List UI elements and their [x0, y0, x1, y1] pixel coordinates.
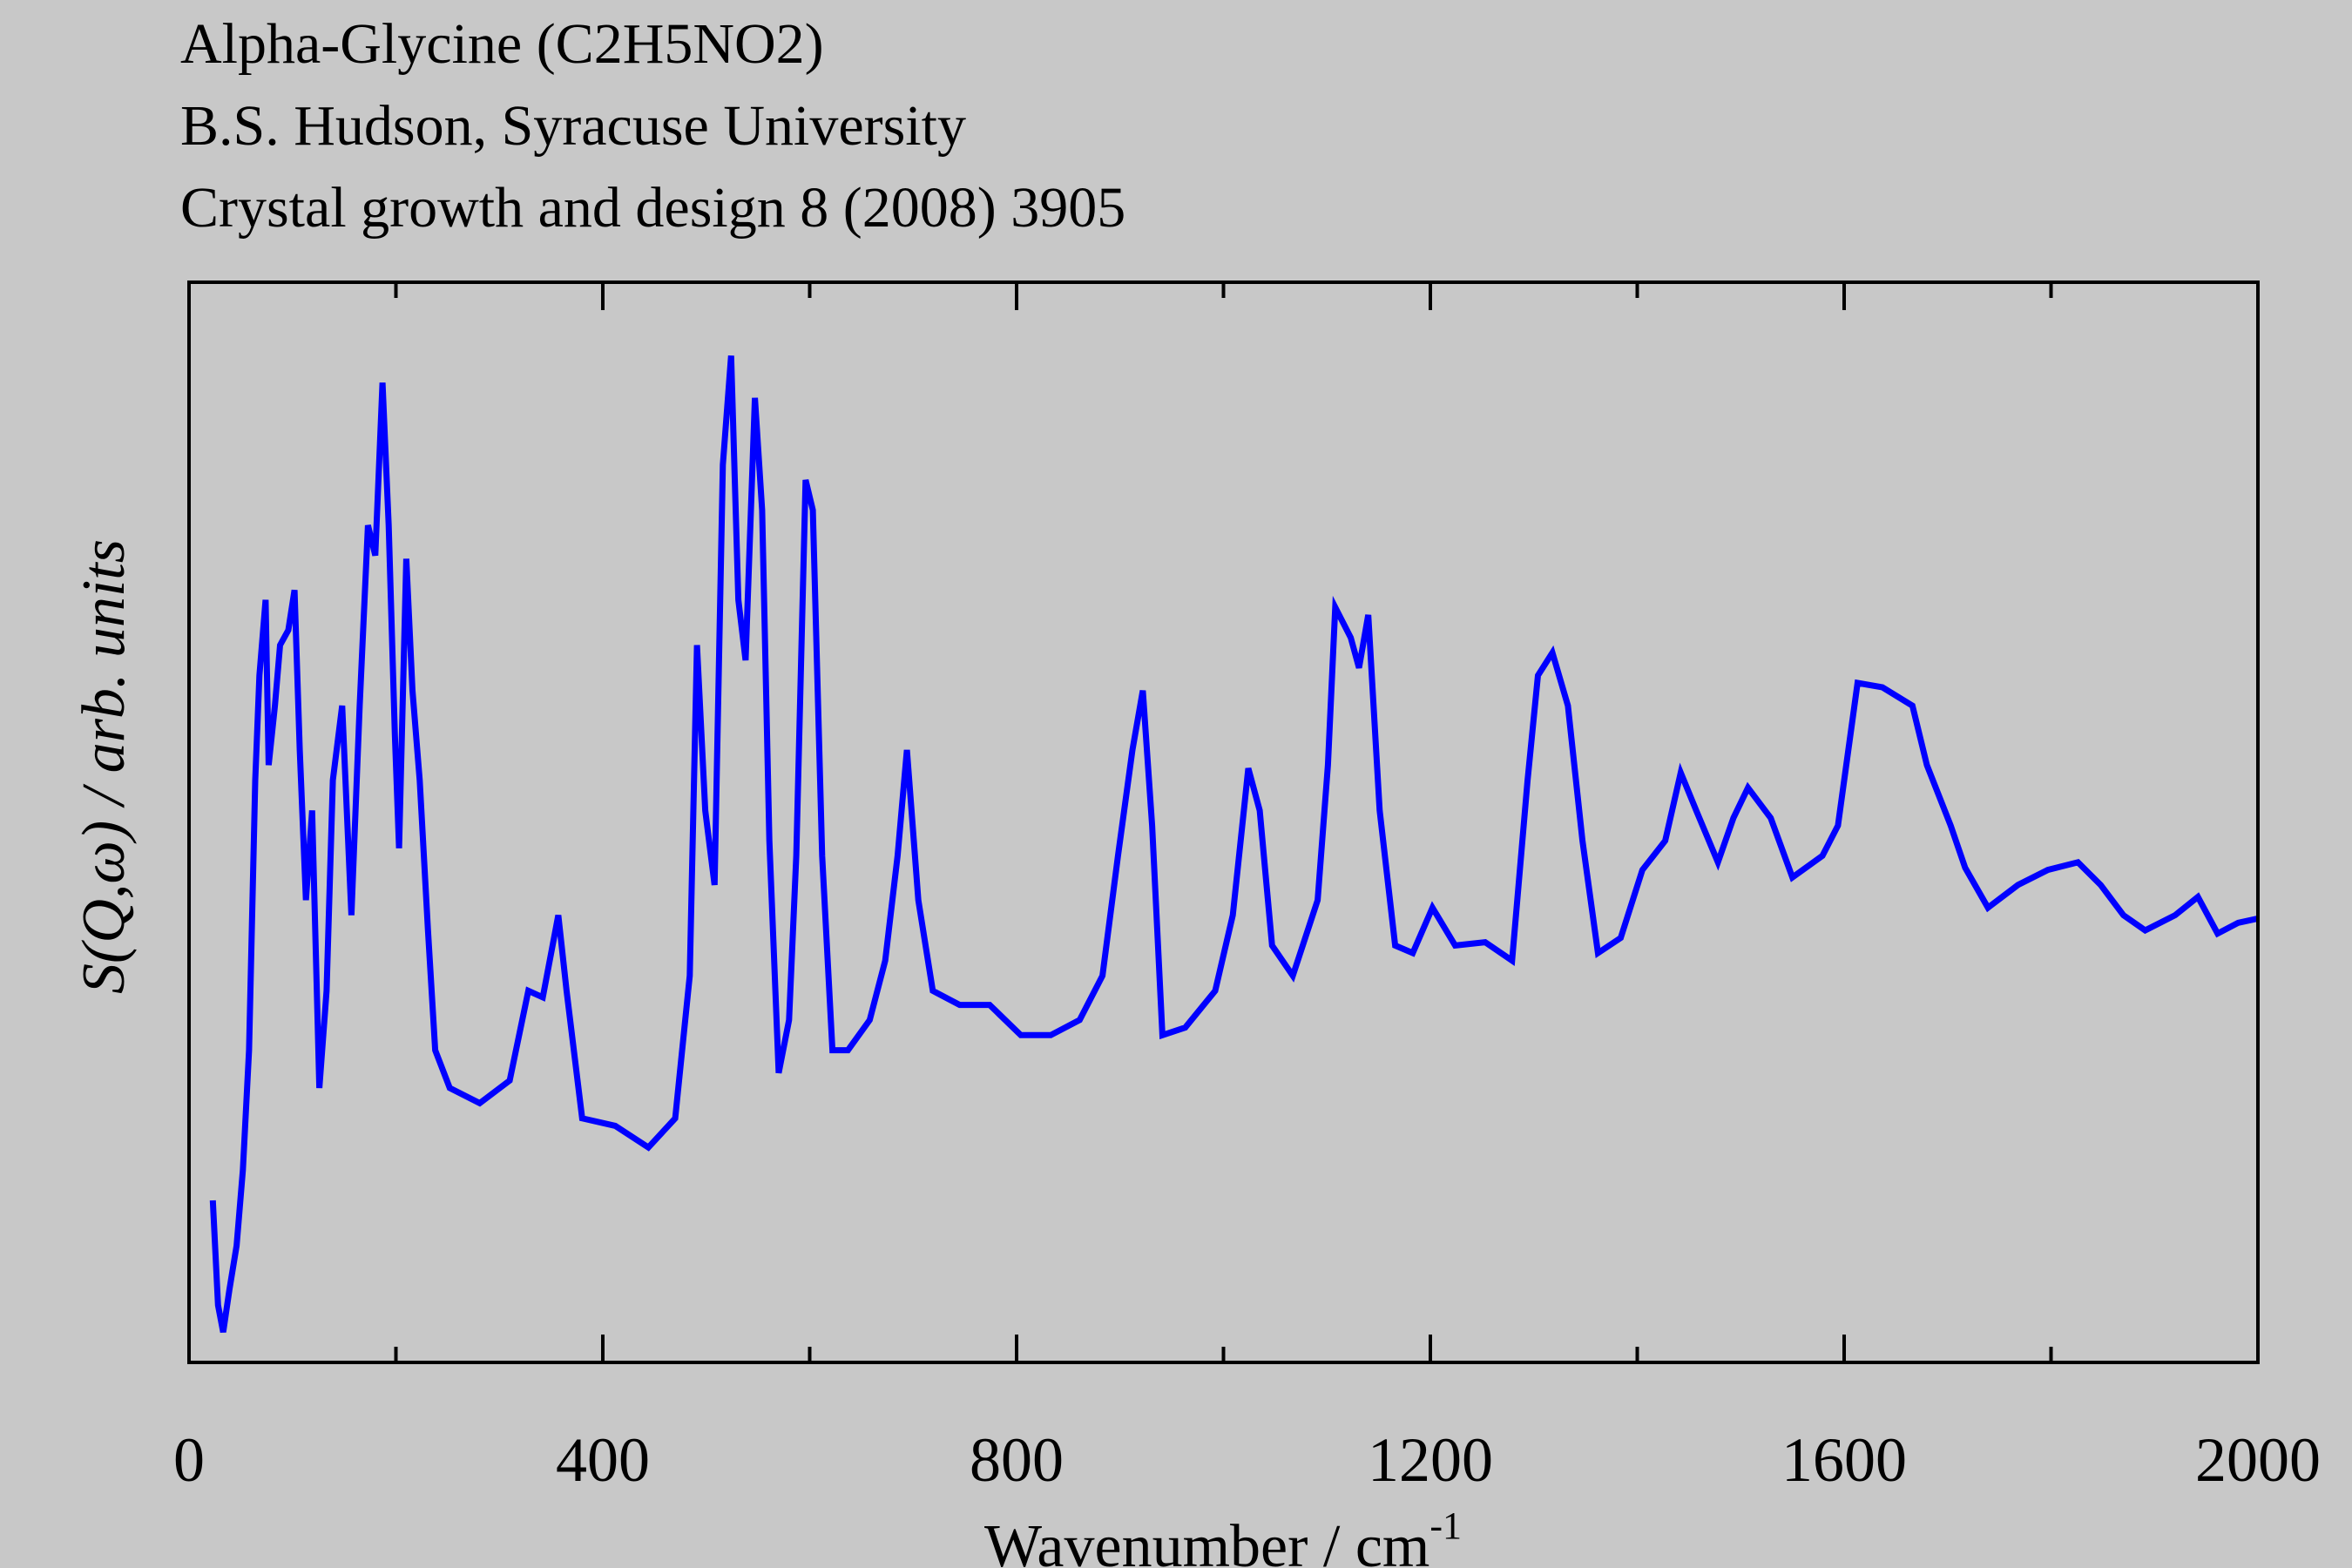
chart-title: Alpha-Glycine (C2H5NO2) [180, 12, 824, 76]
x-tick-label: 1200 [1368, 1425, 1493, 1495]
x-tick-label: 1600 [1781, 1425, 1907, 1495]
x-axis-label: Wavenumber / cm-1 [984, 1504, 1462, 1568]
x-axis-label-text: Wavenumber / cm [984, 1513, 1429, 1568]
x-tick-label: 800 [970, 1425, 1064, 1495]
x-axis-label-superscript: -1 [1429, 1504, 1462, 1547]
plot-frame [187, 280, 2260, 1364]
x-tick-label: 2000 [2195, 1425, 2321, 1495]
data-line [209, 355, 2259, 1333]
x-tick-label: 0 [173, 1425, 205, 1495]
chart-subtitle: B.S. Hudson, Syracuse University [180, 94, 966, 158]
x-tick-label: 400 [556, 1425, 650, 1495]
y-axis-label: S(Q,ω) / arb. units [71, 539, 138, 994]
chart-subtitle: Crystal growth and design 8 (2008) 3905 [180, 176, 1125, 240]
